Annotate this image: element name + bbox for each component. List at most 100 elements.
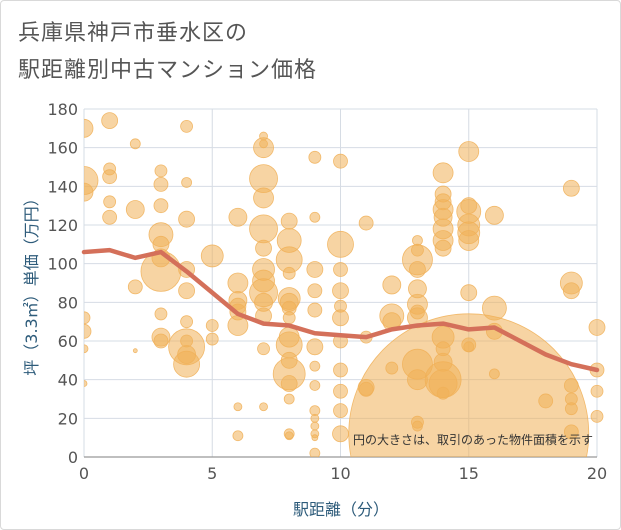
data-bubble (153, 198, 169, 214)
y-tick-labels: 0 20 40 60 80 100 120 140 160 180 (47, 100, 78, 467)
chart-title-line2: 駅距離別中古マンション価格 (18, 58, 318, 83)
data-bubble (333, 153, 348, 169)
data-bubble (382, 275, 402, 295)
y-tick-label: 160 (47, 139, 78, 158)
data-bubble (538, 393, 554, 409)
y-tick-label: 120 (47, 216, 78, 235)
y-tick-label: 20 (58, 409, 78, 428)
trend-line-layer (81, 247, 600, 373)
data-bubble (460, 284, 478, 302)
data-bubble (562, 282, 580, 300)
data-bubble (257, 342, 270, 356)
data-bubble (282, 311, 296, 325)
data-bubble (564, 402, 578, 416)
data-bubble (488, 368, 500, 380)
data-bubble (205, 332, 219, 346)
data-bubble (432, 162, 454, 184)
y-tick-label: 0 (68, 448, 78, 467)
data-bubble (153, 176, 169, 192)
bubble-size-note: 円の大きさは、取引のあった物件面積を示す (353, 432, 593, 447)
data-bubble (484, 205, 504, 225)
data-bubble (283, 393, 295, 405)
chart-title-line1: 兵庫県神戸市垂水区の (18, 21, 249, 46)
data-bubble (309, 380, 321, 391)
x-tick-label: 5 (207, 464, 217, 483)
data-bubble (132, 348, 138, 354)
data-bubble (588, 319, 606, 336)
data-bubble (309, 447, 321, 457)
data-bubble (333, 403, 348, 419)
data-bubble (481, 295, 507, 321)
x-axis-title: 駅距離（分） (293, 500, 389, 519)
data-bubble (333, 383, 348, 399)
data-bubble (180, 120, 194, 133)
data-bubble (84, 311, 91, 325)
data-bubble (205, 319, 219, 332)
data-bubble (563, 424, 579, 440)
data-bubble (434, 239, 452, 257)
data-bubble (154, 307, 168, 321)
data-bubble (84, 380, 88, 387)
data-bubble (102, 209, 118, 225)
y-axis-title: 坪（3.3㎡）単価（万円） (22, 190, 41, 375)
data-bubble (249, 214, 278, 244)
data-bubble (177, 345, 197, 364)
data-bubble (306, 338, 324, 356)
data-bubble (306, 261, 324, 278)
y-tick-label: 100 (47, 255, 78, 274)
data-bubble (180, 315, 194, 329)
data-bubble (358, 215, 374, 231)
data-bubble (84, 323, 92, 339)
data-bubble (232, 430, 244, 442)
x-tick-label: 15 (459, 464, 479, 483)
data-bubble (563, 378, 579, 393)
data-bubble (259, 402, 268, 412)
data-bubble (84, 118, 94, 138)
data-bubble (307, 283, 323, 299)
bubble-layer (84, 112, 606, 457)
data-bubble (233, 402, 243, 412)
data-bubble (200, 244, 224, 268)
data-bubble (84, 344, 89, 354)
data-bubble (333, 362, 348, 378)
data-bubble (310, 413, 320, 423)
data-bubble (284, 431, 294, 441)
data-bubble (129, 138, 141, 150)
average-price-line (81, 247, 600, 373)
data-bubble (181, 177, 193, 188)
data-bubble (327, 230, 354, 258)
data-bubble (178, 210, 196, 228)
data-bubble (332, 282, 349, 300)
data-bubble (332, 425, 349, 443)
data-bubble (253, 187, 274, 209)
x-tick-label: 20 (587, 464, 607, 483)
data-bubble (409, 261, 426, 278)
data-bubble (311, 434, 319, 442)
y-tick-label: 180 (47, 100, 78, 119)
y-tick-label: 140 (47, 177, 78, 196)
data-bubble (127, 279, 143, 295)
data-bubble (84, 182, 94, 202)
data-bubble (458, 141, 480, 162)
data-bubble (308, 150, 322, 164)
data-bubble (332, 309, 349, 327)
data-bubble (280, 375, 298, 392)
data-bubble (255, 239, 272, 257)
data-bubble (178, 282, 196, 300)
data-bubble (307, 302, 323, 318)
data-bubble (590, 384, 604, 398)
data-bubble (125, 200, 145, 219)
data-bubble (309, 211, 321, 223)
y-tick-label: 60 (58, 332, 78, 351)
data-bubble (348, 313, 590, 457)
data-bubble (590, 409, 604, 423)
data-bubble (333, 262, 348, 277)
y-tick-label: 40 (58, 371, 78, 390)
data-bubble (102, 169, 118, 185)
y-tick-label: 80 (58, 293, 78, 312)
data-bubble (103, 195, 117, 209)
data-bubble (280, 212, 298, 230)
data-bubble (153, 333, 169, 349)
